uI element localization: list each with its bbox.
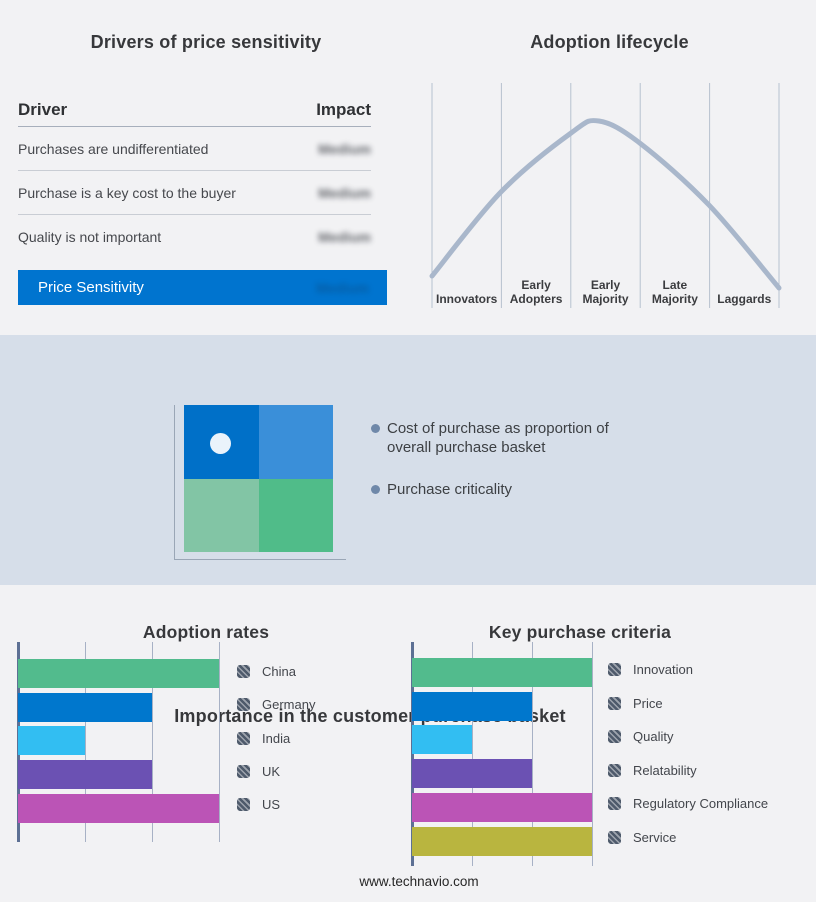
legend-hatch-swatch-icon [237,698,250,712]
legend-label: Innovation [633,662,693,677]
website-url: www.technavio.com [359,874,479,889]
legend-hatch-swatch-icon [608,696,621,710]
legend-item-innovation: Innovation [608,662,693,677]
legend-hatch-swatch-icon [237,798,250,812]
bullet-item: Purchase criticality [371,480,631,499]
legend-label: India [262,730,291,746]
bullet-item: Cost of purchase as proportion of overal… [371,419,631,457]
bar-regulatory-compliance [412,792,592,822]
stage-label-innovators: Innovators [436,292,498,306]
adoption-lifecycle-chart [429,83,782,308]
impact-cell-blurred: Medium [318,140,371,157]
legend-label: Germany [262,697,316,713]
gridline [219,642,220,842]
position-dot [210,433,231,454]
bar-price [412,691,532,721]
gridline [85,642,86,842]
legend-hatch-swatch-icon [608,663,621,676]
quadrant-axis [174,405,346,560]
table-row: Purchases are undifferentiated Medium [18,127,371,171]
legend-item-us: US [237,797,280,812]
quadrant-bottom-left [184,478,259,552]
stage-label-laggards: Laggards [717,292,772,306]
legend-item-uk: UK [237,764,280,779]
driver-cell: Quality is not important [18,228,162,245]
bar-us [18,793,219,823]
bar-relatability [412,759,532,789]
legend-label: Price [633,695,663,711]
legend-item-china: China [237,664,296,679]
bar-uk [18,760,152,790]
adoption-rates-title: Adoption rates [142,621,270,642]
legend-hatch-swatch-icon [237,731,250,745]
drivers-title: Drivers of price sensitivity [90,31,322,52]
impact-cell-blurred: Medium [318,228,371,245]
quadrant-matrix [184,405,333,552]
bar-germany [18,692,152,722]
bar-service [412,826,592,856]
stage-label-early-majority: Early Majority [582,278,629,306]
driver-cell: Purchases are undifferentiated [18,140,209,157]
legend-label: US [262,797,281,813]
legend-hatch-swatch-icon [237,665,250,678]
bullet-text: Purchase criticality [387,481,513,498]
legend-label: China [262,664,296,679]
bar-innovation [412,658,592,687]
legend-label: Regulatory Compliance [633,796,769,811]
legend-hatch-swatch-icon [608,830,621,844]
bullet-icon [371,485,380,494]
quadrant-top-right [258,405,333,479]
purchase-basket-band: Importance in the customer purchase bask… [0,335,816,726]
drivers-table: Driver Impact Purchases are undifferenti… [18,88,371,258]
bullet-icon [371,424,380,433]
legend-label: Quality [633,729,674,744]
legend-hatch-swatch-icon [237,764,250,778]
legend-label: UK [262,763,281,779]
legend-hatch-swatch-icon [608,730,621,743]
legend-hatch-swatch-icon [608,763,621,777]
gridline [152,642,153,842]
legend-item-india: India [237,731,290,746]
legend-item-price: Price [608,696,663,711]
bullet-text: Cost of purchase as proportion of overal… [387,420,609,456]
key-purchase-criteria-title: Key purchase criteria [488,621,672,642]
legend-item-service: Service [608,830,676,845]
legend-label: Relatability [633,762,697,778]
stage-label-late-majority: Late Majority [651,278,698,306]
bar-quality [412,725,472,755]
bar-india [18,726,85,756]
price-sensitivity-banner: Price Sensitivity Medium [18,270,387,305]
gridline [532,642,533,866]
gridline [472,642,473,866]
impact-cell-blurred: Medium [318,184,371,201]
table-row: Purchase is a key cost to the buyer Medi… [18,171,371,215]
banner-label: Price Sensitivity [38,279,144,296]
adoption-curve [429,118,782,291]
legend-item-regulatory-compliance: Regulatory Compliance [608,796,768,811]
stage-label-early-adopters: Early Adopters [509,278,563,306]
legend-item-germany: Germany [237,697,315,712]
lifecycle-title: Adoption lifecycle [530,31,689,52]
column-impact: Impact [316,100,371,119]
legend-label: Service [633,829,677,845]
driver-cell: Purchase is a key cost to the buyer [18,184,236,201]
legend-item-relatability: Relatability [608,763,697,778]
legend-hatch-swatch-icon [608,797,621,810]
drivers-table-header: Driver Impact [18,88,371,127]
table-row: Quality is not important Medium [18,215,371,258]
bar-china [18,659,219,688]
quadrant-bottom-right [258,478,333,552]
banner-impact-blurred: Medium [316,279,369,296]
column-driver: Driver [18,100,68,119]
gridline [592,642,593,866]
legend-item-quality: Quality [608,729,673,744]
